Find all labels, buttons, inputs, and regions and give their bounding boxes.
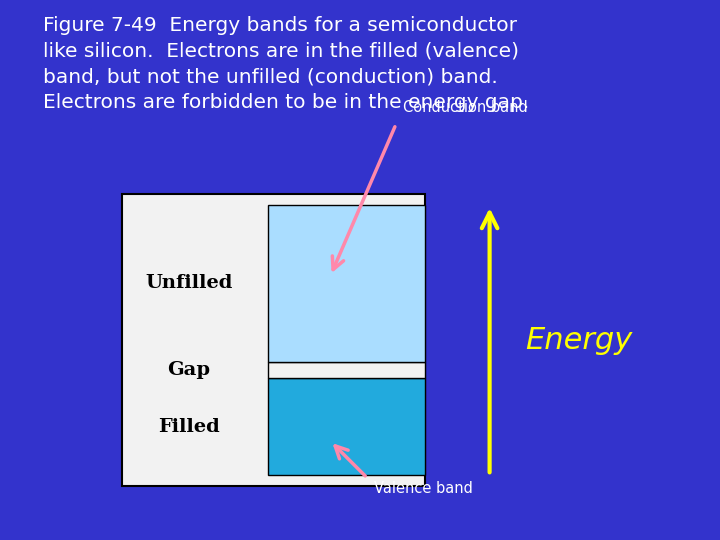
Text: Valence band: Valence band — [374, 481, 473, 496]
Text: Energy: Energy — [526, 326, 633, 355]
Text: Conduction band: Conduction band — [403, 100, 528, 116]
Bar — [268, 362, 425, 378]
Text: Unfilled: Unfilled — [145, 274, 233, 293]
Bar — [122, 194, 425, 486]
Bar — [268, 205, 425, 362]
Text: Gap: Gap — [168, 361, 210, 379]
Bar — [268, 378, 425, 475]
Text: Filled: Filled — [158, 417, 220, 436]
Text: Figure 7-49  Energy bands for a semiconductor
like silicon.  Electrons are in th: Figure 7-49 Energy bands for a semicondu… — [43, 16, 529, 112]
